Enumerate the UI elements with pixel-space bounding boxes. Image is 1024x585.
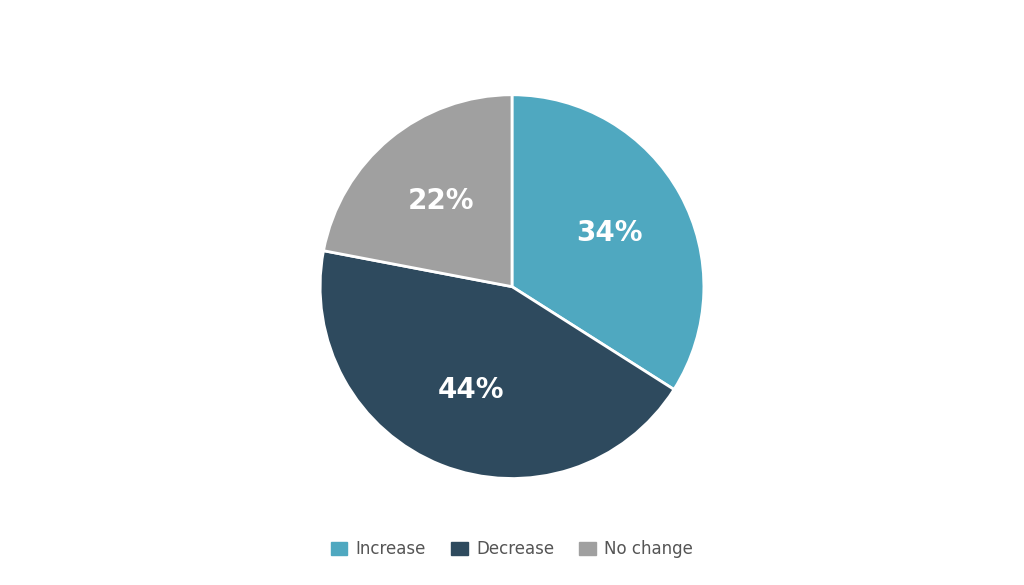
Text: 34%: 34% xyxy=(577,219,643,247)
Legend: Increase, Decrease, No change: Increase, Decrease, No change xyxy=(325,534,699,565)
Text: 22%: 22% xyxy=(408,187,474,215)
Wedge shape xyxy=(321,251,674,479)
Wedge shape xyxy=(324,95,512,287)
Wedge shape xyxy=(512,95,703,390)
Text: 44%: 44% xyxy=(438,376,504,404)
